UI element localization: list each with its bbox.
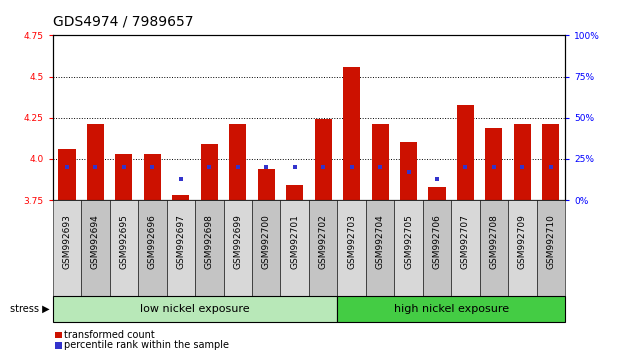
Bar	[87, 124, 104, 200]
Bar	[173, 195, 189, 200]
Text: GSM992706: GSM992706	[433, 215, 442, 269]
Bar	[371, 124, 389, 200]
Bar	[201, 144, 218, 200]
Text: GSM992705: GSM992705	[404, 215, 413, 269]
Text: GSM992695: GSM992695	[119, 215, 129, 269]
Text: low nickel exposure: low nickel exposure	[140, 304, 250, 314]
Bar	[343, 67, 360, 200]
Text: GSM992696: GSM992696	[148, 215, 157, 269]
Bar	[58, 149, 76, 200]
Text: GSM992710: GSM992710	[546, 215, 555, 269]
Text: GSM992709: GSM992709	[518, 215, 527, 269]
Bar	[315, 119, 332, 200]
Text: GSM992703: GSM992703	[347, 215, 356, 269]
Text: high nickel exposure: high nickel exposure	[394, 304, 509, 314]
Text: GDS4974 / 7989657: GDS4974 / 7989657	[53, 14, 193, 28]
Bar	[286, 185, 303, 200]
Bar	[229, 124, 247, 200]
Text: GSM992702: GSM992702	[319, 215, 328, 269]
Text: percentile rank within the sample: percentile rank within the sample	[64, 340, 229, 350]
Text: stress ▶: stress ▶	[10, 304, 50, 314]
Text: GSM992698: GSM992698	[205, 215, 214, 269]
Bar	[514, 124, 531, 200]
Text: GSM992697: GSM992697	[176, 215, 185, 269]
Bar	[542, 124, 560, 200]
Text: GSM992707: GSM992707	[461, 215, 470, 269]
Text: GSM992708: GSM992708	[489, 215, 499, 269]
Bar	[486, 127, 502, 200]
Bar	[457, 104, 474, 200]
Bar	[428, 187, 446, 200]
Text: GSM992693: GSM992693	[63, 215, 71, 269]
Bar	[144, 154, 161, 200]
Bar	[258, 169, 274, 200]
Text: GSM992700: GSM992700	[262, 215, 271, 269]
Bar	[116, 154, 132, 200]
Text: GSM992699: GSM992699	[233, 215, 242, 269]
Text: GSM992694: GSM992694	[91, 215, 100, 269]
Text: GSM992704: GSM992704	[376, 215, 384, 269]
Text: transformed count: transformed count	[64, 330, 155, 339]
Text: GSM992701: GSM992701	[290, 215, 299, 269]
Bar	[400, 142, 417, 200]
